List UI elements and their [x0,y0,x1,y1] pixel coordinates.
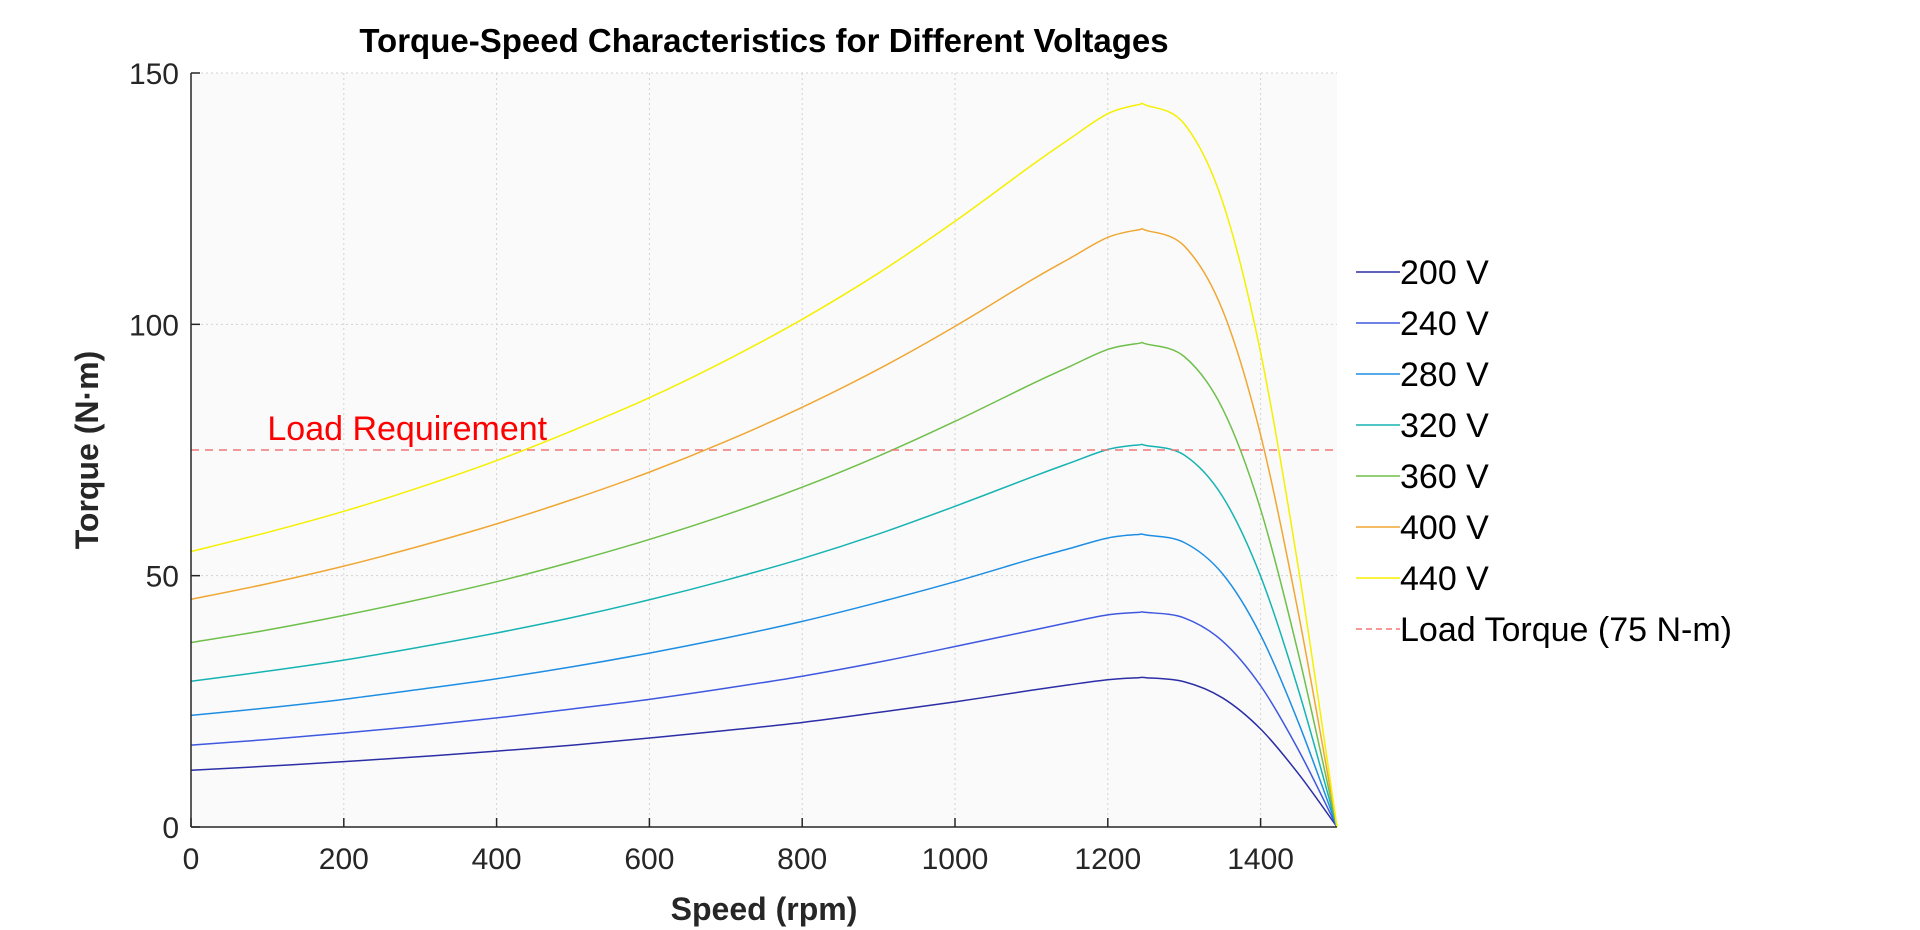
x-tick-label: 200 [319,843,369,876]
x-tick-label: 1200 [1074,843,1141,876]
legend-label: 320 V [1400,407,1489,445]
x-tick-label: 1400 [1227,843,1294,876]
y-tick-label: 50 [146,561,179,594]
ticks: 0 200 400 600 800 1000 1200 1400 0 50 100 150 [129,58,1294,876]
y-axis-title: Torque (N·m) [69,351,105,549]
x-axis-title: Speed (rpm) [671,891,858,927]
legend-label: 360 V [1400,458,1489,496]
legend-label: 400 V [1400,509,1489,547]
legend-label: 240 V [1400,305,1489,343]
series-line-280v [190,533,1338,828]
x-tick-label: 1000 [922,843,989,876]
series-line-400v [190,227,1338,828]
y-tick-label: 150 [129,58,179,91]
chart-title: Torque-Speed Characteristics for Differe… [359,22,1168,59]
x-tick-label: 0 [183,843,200,876]
series-line-240v [190,611,1338,828]
series-line-200v [190,676,1338,828]
y-tick-label: 0 [162,812,179,845]
series-line-360v [190,341,1338,828]
y-tick-label: 100 [129,309,179,342]
legend-label: Load Torque (75 N-m) [1400,611,1732,649]
series-line-440v [190,102,1338,828]
series-line-320v [190,443,1338,828]
axes [190,73,1337,828]
legend-label: 440 V [1400,560,1489,598]
x-tick-label: 600 [624,843,674,876]
annotations: Load Requirement [267,410,547,448]
x-tick-label: 400 [472,843,522,876]
legend: 200 V 240 V 280 V 320 V 360 V 400 V 440 V Load … [1356,254,1732,649]
series-lines [190,102,1338,828]
legend-label: 280 V [1400,356,1489,394]
legend-label: 200 V [1400,254,1489,292]
load-requirement-annotation: Load Requirement [267,410,547,448]
x-tick-label: 800 [777,843,827,876]
